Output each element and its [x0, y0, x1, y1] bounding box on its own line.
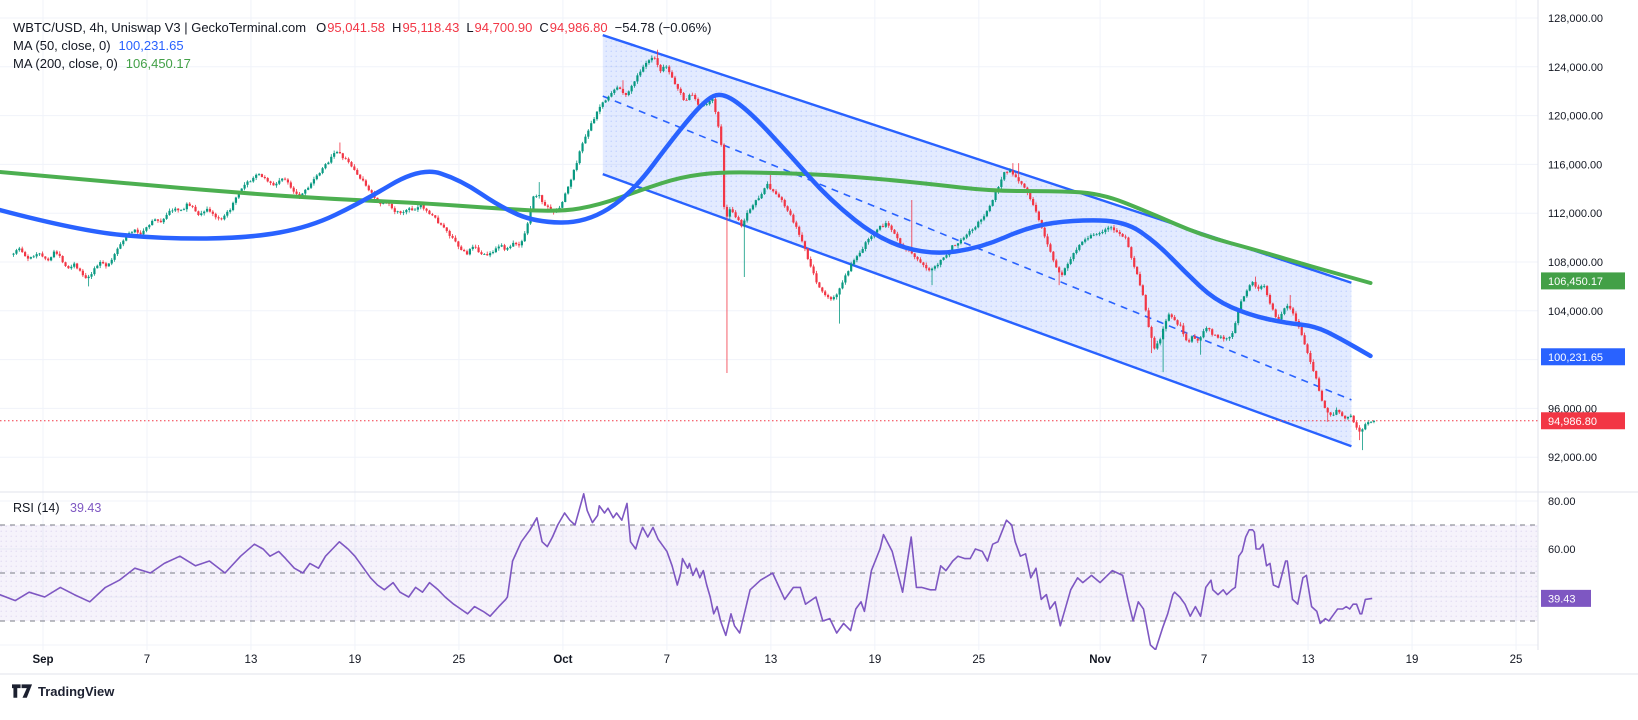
- price-axis-label: 128,000.00: [1548, 13, 1603, 25]
- rsi-value-badge: [1541, 589, 1591, 607]
- time-axis-label: 25: [453, 654, 466, 666]
- ma200-price-badge-text: 106,450.17: [1548, 276, 1603, 288]
- rsi-pane: [0, 492, 1538, 650]
- open-value: 95,041.58: [327, 20, 386, 35]
- ma50-price-badge-text: 100,231.65: [1548, 352, 1603, 364]
- high-label: H: [392, 20, 402, 35]
- price-axis-label: 120,000.00: [1548, 111, 1603, 123]
- high-value: 95,118.43: [402, 20, 460, 35]
- open-label: O: [316, 20, 327, 35]
- time-axis-label: 19: [868, 654, 881, 666]
- ma200-row: MA (200, close, 0) 106,450.17: [13, 55, 711, 73]
- ma50-row: MA (50, close, 0) 100,231.65: [13, 37, 711, 55]
- chart-legend: WBTC/USD, 4h, Uniswap V3 | GeckoTerminal…: [13, 19, 711, 73]
- time-axis-label: 7: [664, 654, 670, 666]
- last-price-badge-text: 94,986.80: [1548, 416, 1597, 428]
- ma200-price-badge: [1541, 272, 1625, 290]
- last-price-badge: [1541, 412, 1625, 430]
- rsi-axis-label: 80.00: [1548, 496, 1576, 508]
- low-label: L: [466, 20, 474, 35]
- trend-channel-lower-line[interactable]: [602, 173, 1352, 448]
- rsi-label[interactable]: RSI (14): [13, 501, 60, 515]
- symbol-row: WBTC/USD, 4h, Uniswap V3 | GeckoTerminal…: [13, 19, 711, 37]
- time-axis-label: 19: [349, 654, 362, 666]
- rsi-legend: RSI (14) 39.43: [13, 501, 101, 515]
- rsi-axis-label: 60.00: [1548, 544, 1576, 556]
- time-axis-label: 13: [1302, 654, 1315, 666]
- ma50-label[interactable]: MA (50, close, 0): [13, 38, 111, 53]
- price-axis-label: 116,000.00: [1548, 159, 1602, 171]
- ma200-line[interactable]: [0, 170, 1373, 285]
- ma200-value: 106,450.17: [125, 56, 191, 71]
- time-axis-label: Oct: [553, 654, 572, 666]
- time-axis-label: 25: [972, 654, 985, 666]
- price-axis-label: 104,000.00: [1548, 306, 1603, 318]
- close-label: C: [539, 20, 549, 35]
- main-pane: [0, 33, 1538, 451]
- price-axis-label: 112,000.00: [1548, 208, 1602, 220]
- time-axis-label: 25: [1510, 654, 1523, 666]
- time-axis-label: Nov: [1089, 654, 1111, 666]
- time-axis-label: 13: [245, 654, 258, 666]
- time-axis-label: Sep: [32, 654, 53, 666]
- candlesticks: [12, 49, 1376, 451]
- time-axis-label: 7: [1201, 654, 1207, 666]
- change-value: −54.78 (−0.06%): [614, 20, 712, 35]
- close-value: 94,986.80: [549, 20, 608, 35]
- price-axis-label: 92,000.00: [1548, 452, 1597, 464]
- price-axis[interactable]: 128,000.00 124,000.00 120,000.00 116,000.00…: [1541, 13, 1625, 607]
- trend-channel-fill: [602, 35, 1352, 447]
- pane-borders: [0, 0, 1638, 675]
- tradingview-logo-text: TradingView: [38, 684, 115, 699]
- low-value: 94,700.90: [474, 20, 533, 35]
- tradingview-logo-icon: [12, 684, 33, 698]
- symbol-title[interactable]: WBTC/USD, 4h, Uniswap V3 | GeckoTerminal…: [13, 20, 307, 35]
- ma50-line[interactable]: [0, 92, 1373, 359]
- ma200-label[interactable]: MA (200, close, 0): [13, 56, 118, 71]
- tradingview-logo[interactable]: TradingView: [12, 684, 114, 699]
- rsi-value: 39.43: [70, 501, 102, 515]
- ma50-price-badge: [1541, 348, 1625, 366]
- ma50-value: 100,231.65: [118, 38, 184, 53]
- time-axis-label: 19: [1406, 654, 1419, 666]
- rsi-line[interactable]: [0, 492, 1373, 650]
- time-axis[interactable]: Sep 7 13 19 25 Oct 7 13 19 25 Nov 7 13 19 25: [32, 654, 1522, 666]
- price-axis-label: 124,000.00: [1548, 62, 1603, 74]
- rsi-value-badge-text: 39.43: [1548, 593, 1576, 605]
- price-axis-label: 108,000.00: [1548, 257, 1603, 269]
- time-axis-label: 13: [764, 654, 777, 666]
- time-axis-label: 7: [144, 654, 150, 666]
